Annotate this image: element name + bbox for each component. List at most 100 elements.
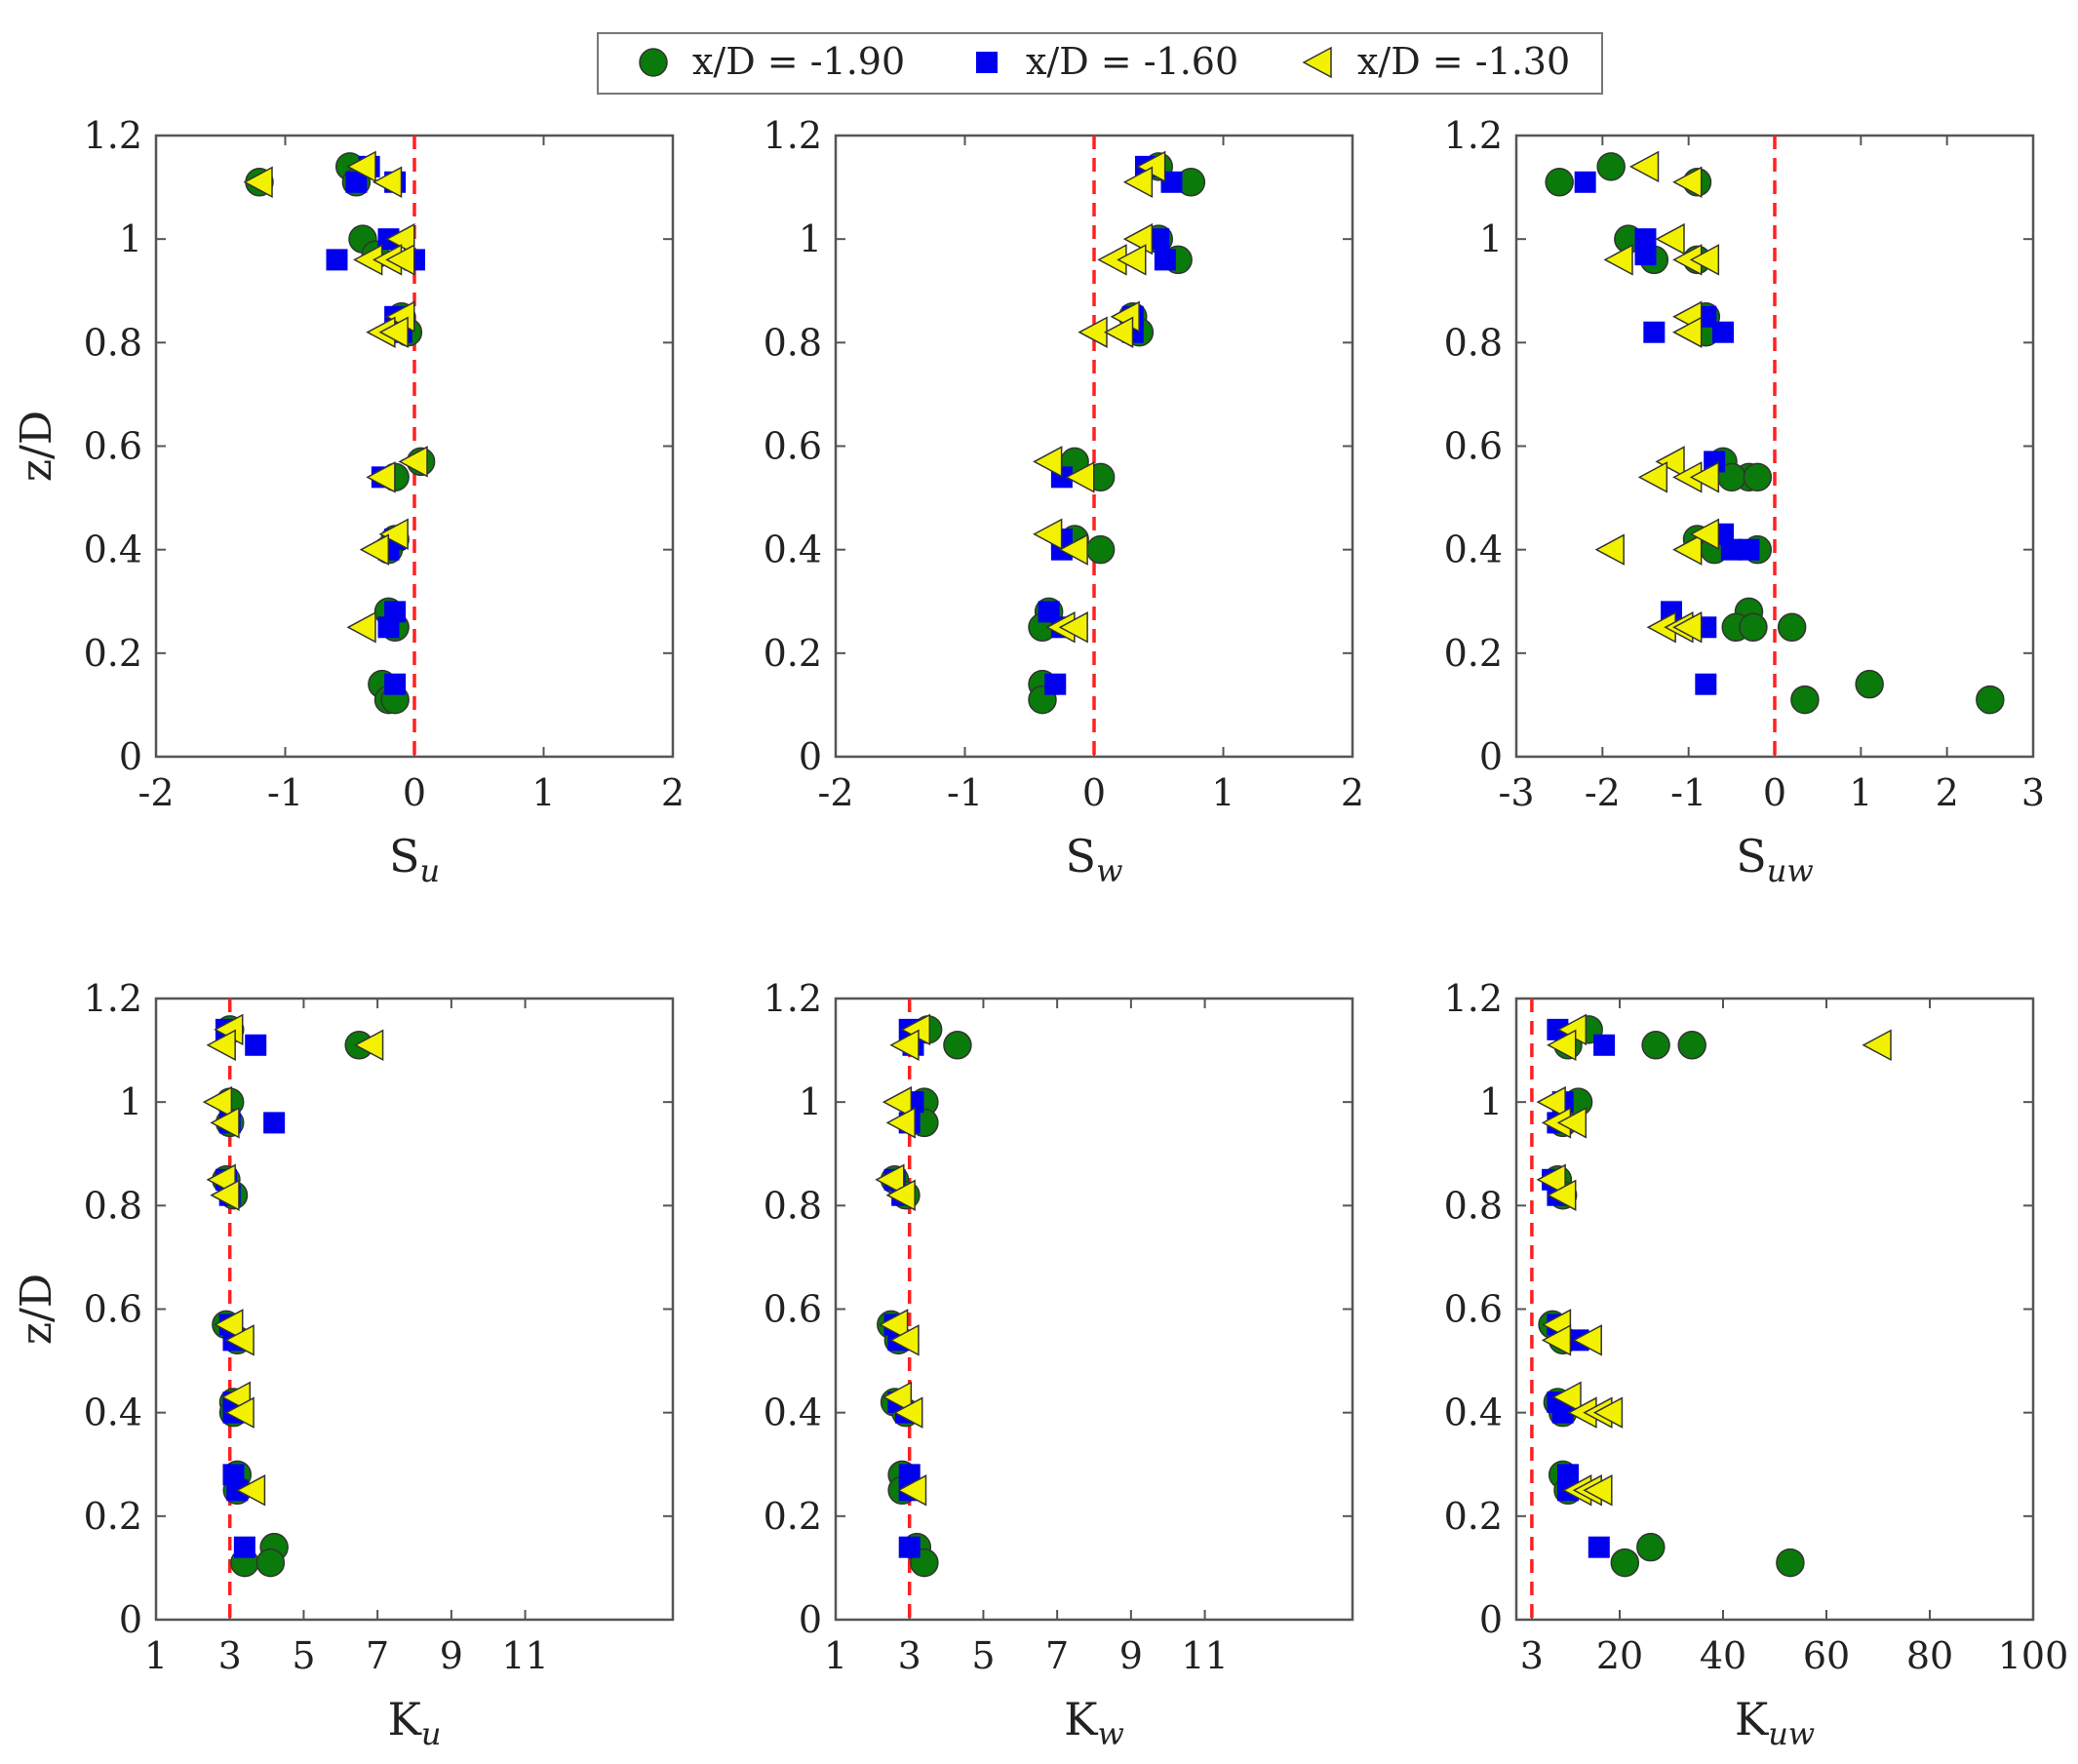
data-point <box>1058 611 1088 644</box>
y-tick-label: 1 <box>799 1080 822 1123</box>
data-point <box>1085 534 1116 565</box>
data-point <box>1541 1324 1572 1356</box>
x-tick-label: -1 <box>267 771 303 814</box>
legend-label: x/D = -1.90 <box>692 40 905 83</box>
data-point <box>1603 244 1633 276</box>
y-tick-label: 1.2 <box>1444 114 1503 157</box>
data-point <box>1677 1031 1706 1060</box>
data-point <box>1790 685 1820 715</box>
y-tick-label: 0 <box>1479 735 1503 778</box>
x-tick-label: 1 <box>531 771 555 814</box>
data-point <box>210 1179 240 1211</box>
data-point <box>1122 166 1154 199</box>
y-axis-label: z/D <box>12 411 61 482</box>
data-point <box>326 249 348 271</box>
y-tick-label: 1 <box>1479 1080 1503 1123</box>
x-axis-label: Ku <box>388 1693 442 1752</box>
data-point <box>1776 1548 1805 1578</box>
y-tick-label: 0.2 <box>84 1495 142 1538</box>
data-point <box>1655 222 1685 255</box>
data-point <box>1583 1474 1613 1507</box>
data-point <box>263 1112 286 1134</box>
y-tick-label: 0.2 <box>84 632 142 675</box>
data-point <box>1643 321 1666 343</box>
y-tick-label: 1.2 <box>84 977 142 1020</box>
x-axis-label: Sw <box>1066 830 1123 889</box>
data-point <box>1593 1034 1616 1056</box>
data-point <box>1689 518 1720 550</box>
data-point <box>255 1548 286 1578</box>
data-point <box>1574 171 1596 193</box>
data-point <box>1695 673 1717 695</box>
legend-marker-square <box>976 52 998 73</box>
x-tick-label: 5 <box>971 1634 995 1677</box>
y-tick-label: 0 <box>799 1598 822 1641</box>
x-tick-label: 0 <box>403 771 426 814</box>
data-point <box>878 1309 909 1341</box>
y-tick-label: 0.2 <box>764 632 822 675</box>
data-point <box>1033 446 1063 478</box>
y-tick-label: 0.8 <box>764 321 822 364</box>
panel-Sw: 0 0.2 0.4 0.6 0.8 1 1.2 -2 -1 0 1 2 Sw <box>764 114 1365 889</box>
x-tick-label: -1 <box>947 771 983 814</box>
data-point <box>366 461 396 493</box>
data-point <box>1641 1031 1670 1060</box>
data-point <box>1551 1381 1582 1413</box>
y-tick-label: 0.8 <box>1444 1184 1503 1227</box>
panel-Su: 0 0.2 0.4 0.6 0.8 1 1.2 -2 -1 0 1 2 Su z/D <box>12 114 685 889</box>
y-tick-label: 0.2 <box>1444 1495 1503 1538</box>
data-point <box>1103 316 1134 348</box>
data-point <box>1547 1179 1577 1211</box>
data-point <box>1672 166 1703 199</box>
y-tick-label: 0.4 <box>1444 529 1503 571</box>
data-point <box>1628 150 1660 183</box>
data-point <box>1117 244 1147 276</box>
series-triangle-left <box>1033 150 1166 644</box>
x-tick-label: 2 <box>1936 771 1959 814</box>
data-point <box>384 673 407 695</box>
data-point <box>1556 1107 1588 1139</box>
data-point <box>1065 461 1095 493</box>
y-tick-label: 1 <box>1479 217 1503 260</box>
data-point <box>889 1324 920 1356</box>
y-tick-label: 0.6 <box>1444 425 1503 468</box>
x-tick-label: 40 <box>1700 1634 1746 1677</box>
data-point <box>214 1309 244 1341</box>
data-point <box>1855 669 1884 699</box>
x-tick-label: 0 <box>1763 771 1786 814</box>
data-point <box>1148 228 1170 251</box>
x-tick-label: 1 <box>1211 771 1235 814</box>
y-tick-label: 0.6 <box>764 425 822 468</box>
data-point <box>943 1031 972 1060</box>
y-tick-label: 0.6 <box>84 1288 142 1331</box>
x-tick-label: 1 <box>824 1634 847 1677</box>
y-tick-label: 1 <box>119 1080 142 1123</box>
x-tick-label: 2 <box>661 771 685 814</box>
legend-label: x/D = -1.60 <box>1026 40 1238 83</box>
x-tick-label: 11 <box>501 1634 548 1677</box>
series-triangle-left <box>202 1013 384 1507</box>
y-tick-label: 1.2 <box>1444 977 1503 1020</box>
y-tick-label: 0.6 <box>84 425 142 468</box>
data-point <box>1637 461 1668 493</box>
x-axis-label: Kuw <box>1735 1693 1815 1752</box>
y-tick-label: 0.8 <box>764 1184 822 1227</box>
data-point <box>1720 538 1743 561</box>
data-point <box>224 1396 255 1429</box>
x-axis-label: Kw <box>1064 1693 1124 1752</box>
data-point <box>243 166 273 199</box>
legend-box <box>597 32 1603 95</box>
x-tick-label: 0 <box>1082 771 1106 814</box>
x-tick-label: 100 <box>1998 1634 2069 1677</box>
x-tick-label: 9 <box>440 1634 463 1677</box>
x-tick-label: 20 <box>1596 1634 1643 1677</box>
y-tick-label: 0.8 <box>84 321 142 364</box>
data-point <box>1545 168 1574 197</box>
data-point <box>1572 1324 1602 1356</box>
x-tick-label: 7 <box>1045 1634 1069 1677</box>
y-tick-label: 0 <box>119 1598 142 1641</box>
y-tick-label: 0.4 <box>84 1392 142 1434</box>
x-tick-label: -2 <box>1585 771 1621 814</box>
data-point <box>378 316 409 348</box>
